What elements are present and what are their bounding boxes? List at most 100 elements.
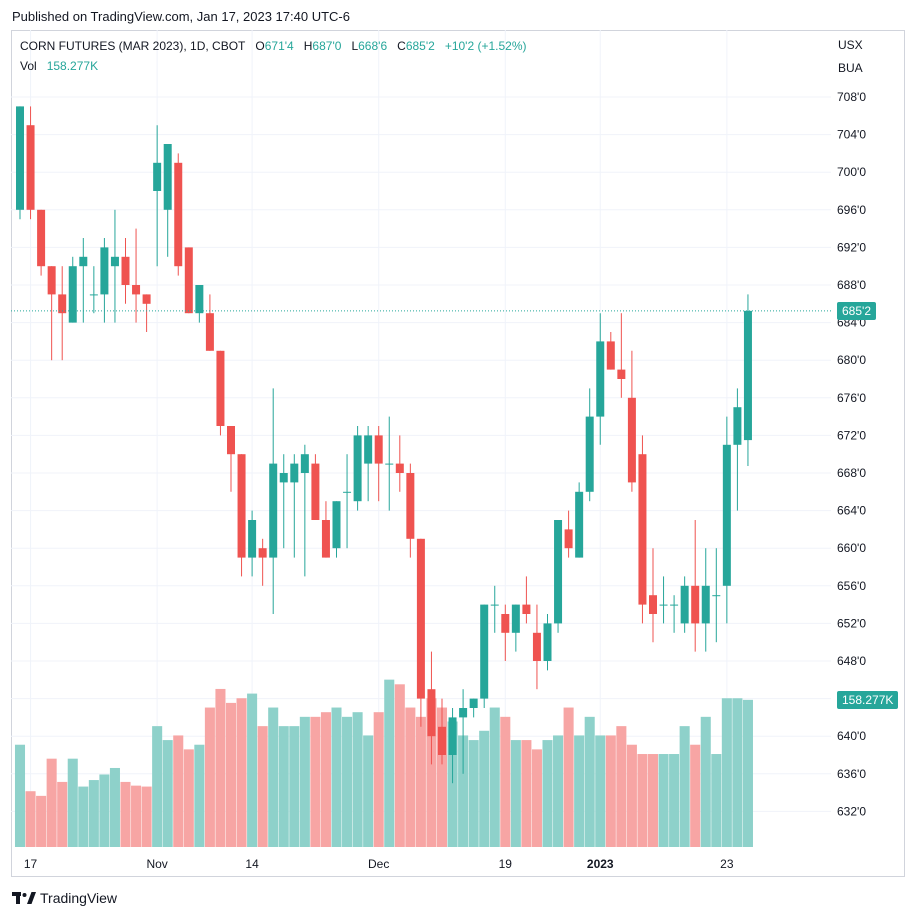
close-value: 685'2 [405,39,435,53]
volume-bar [109,767,120,847]
volume-bar [510,740,521,847]
volume-bar [36,795,47,847]
candle-body [332,501,341,549]
y-tick-label: 708'0 [837,90,866,104]
time-axis[interactable]: 17 Nov 14 Dec 19 2023 23 [24,857,734,871]
y-tick-label: 632'0 [837,804,866,818]
volume-bar [310,716,321,847]
x-tick-label: 14 [245,857,259,871]
volume-bar [257,726,268,847]
candle-body [163,144,172,210]
unit-label[interactable]: BUA [838,61,863,75]
candle-body [638,454,647,605]
candle-body [227,426,235,455]
candle-body [37,209,46,267]
candle-body [100,247,109,295]
candle-body [248,520,257,558]
volume-bar [553,735,564,847]
volume-bar [342,716,353,847]
y-tick-label: 664'0 [837,504,866,518]
candle-body [743,310,752,441]
volume-bar [468,740,479,847]
volume-bar [479,730,490,847]
volume-bar [647,754,659,847]
candle-body [511,604,520,633]
y-tick-label: 676'0 [837,391,866,405]
volume-bar [14,744,26,847]
volume-bar [194,744,205,847]
candle-body [532,632,541,661]
candle-body [680,585,689,624]
volume-bar [721,698,732,847]
candle-body [343,491,352,493]
volume-bar [363,735,374,847]
footer: TradingView [12,890,117,906]
y-tick-label: 688'0 [837,278,866,292]
candle-body [121,256,130,285]
change-value: +10'2 (+1.52%) [444,39,527,53]
volume-bar [331,707,342,847]
symbol-title[interactable]: CORN FUTURES (MAR 2023), 1D, CBOT [20,39,246,53]
price-axis[interactable]: 632'0636'0640'0644'0648'0652'0656'0660'0… [837,90,866,818]
candle-body [79,256,88,267]
volume-bar [384,679,395,847]
candle-body [490,604,499,606]
volume-bar [542,740,553,847]
candle-body [195,285,204,314]
candle-body [174,162,183,267]
low-value: 668'6 [358,39,388,53]
candle-body [627,397,636,483]
high-label: H [303,39,313,53]
volume-bar [426,698,437,847]
volume-bar [25,791,36,847]
candle-body [733,407,742,445]
candle-body [237,454,246,558]
candle-body [353,435,362,502]
candle-body [395,463,404,473]
candle-body [522,604,531,614]
tradingview-logo-icon [12,892,36,904]
volume-bar [289,726,300,847]
candle-body [321,520,330,558]
chart-frame [11,30,905,877]
candle-body [701,585,710,624]
candle-body [364,435,373,464]
volume-bar [405,707,416,847]
candle-body [184,247,193,314]
candle-body [258,548,267,558]
y-tick-label: 656'0 [837,579,866,593]
volume-bar [700,716,711,847]
volume-bar [711,754,722,847]
open-value: 671'4 [264,39,294,53]
candle-body [606,341,615,370]
candle-body [300,454,309,473]
candle-body [279,473,288,483]
candle-body [216,350,225,426]
candle-body [132,285,141,295]
volume-bar [531,749,542,847]
y-tick-label: 696'0 [837,203,866,217]
last-volume-badge: 158.277K [837,690,899,709]
candle-body [459,708,468,718]
candle-body [617,369,626,379]
volume-bar [669,754,680,847]
volume-bar [679,726,690,847]
candle-body [469,698,478,708]
candle-body [58,294,67,314]
volume-bar [120,781,131,847]
candles [16,106,752,784]
candle-body [596,341,605,417]
x-tick-label: 19 [499,857,513,871]
volume-bar [78,786,89,847]
y-tick-label: 648'0 [837,654,866,668]
candle-body [585,416,594,492]
volume-bar [299,716,310,847]
volume-value: 158.277K [46,59,99,73]
currency-label[interactable]: USX [838,38,863,52]
volume-bar [183,749,194,847]
candle-body [26,125,35,210]
volume-bar [521,740,532,847]
price-chart[interactable]: 632'0636'0640'0644'0648'0652'0656'0660'0… [11,30,905,877]
volume-bar [236,698,247,847]
volume-bar [584,716,595,847]
